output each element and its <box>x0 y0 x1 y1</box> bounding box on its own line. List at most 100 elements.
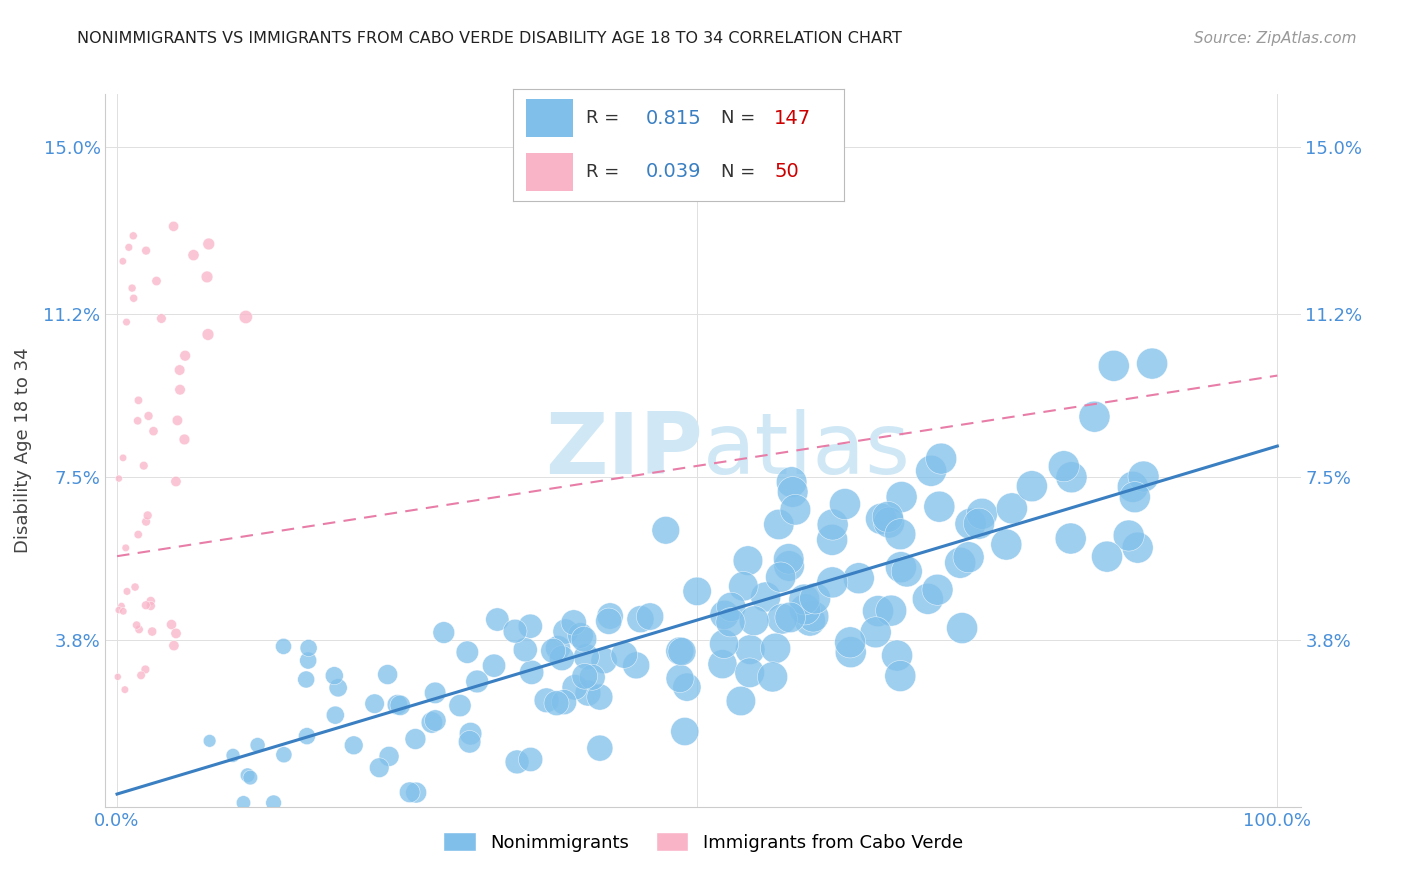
Point <box>804 591 827 606</box>
Point <box>778 552 800 566</box>
Point <box>599 609 621 624</box>
Point <box>547 641 569 656</box>
Point <box>673 724 696 739</box>
Point <box>520 665 543 680</box>
Point <box>738 665 761 680</box>
Point <box>554 624 576 639</box>
Point <box>273 640 295 654</box>
Point <box>713 637 735 651</box>
Text: atlas: atlas <box>703 409 911 492</box>
Point <box>686 584 709 599</box>
Point <box>323 669 346 683</box>
Point <box>135 244 157 258</box>
Point <box>166 413 188 427</box>
Text: 147: 147 <box>775 109 811 128</box>
Point <box>711 657 734 672</box>
Point <box>273 747 295 762</box>
Point <box>1021 479 1043 493</box>
Point <box>405 786 427 800</box>
Text: R =: R = <box>586 162 624 181</box>
Point <box>886 648 908 663</box>
Point <box>720 599 742 614</box>
Point <box>779 610 801 624</box>
Point <box>377 667 399 681</box>
Point <box>197 237 219 252</box>
Point <box>235 310 257 324</box>
Point <box>519 619 541 633</box>
Point <box>624 658 647 673</box>
Point <box>768 517 790 532</box>
Point <box>198 734 221 748</box>
Point <box>263 796 285 810</box>
Point <box>780 475 803 489</box>
Point <box>456 645 478 659</box>
Point <box>458 735 481 749</box>
Point <box>232 796 254 810</box>
Point <box>920 464 942 478</box>
Point <box>124 580 146 594</box>
Point <box>368 761 391 775</box>
Point <box>1060 532 1083 546</box>
Text: N =: N = <box>721 109 761 128</box>
Point <box>165 475 187 489</box>
Point <box>115 315 138 329</box>
Point <box>378 749 401 764</box>
Point <box>150 311 173 326</box>
Point <box>297 654 319 668</box>
Y-axis label: Disability Age 18 to 34: Disability Age 18 to 34 <box>14 348 32 553</box>
Point <box>866 604 889 618</box>
Point <box>114 682 136 697</box>
Point <box>160 617 183 632</box>
Point <box>129 668 152 682</box>
Point <box>1140 357 1163 371</box>
Point <box>297 640 319 655</box>
Point <box>1053 459 1076 474</box>
Point <box>127 414 149 428</box>
Point <box>115 584 138 599</box>
Point <box>668 644 690 658</box>
Text: N =: N = <box>721 162 761 181</box>
Point <box>733 579 755 593</box>
Point <box>778 559 800 574</box>
Point <box>655 523 678 537</box>
Point <box>821 533 844 547</box>
Point <box>112 450 135 465</box>
Point <box>896 565 918 579</box>
Point <box>139 594 162 608</box>
Point <box>169 383 191 397</box>
Point <box>425 714 447 728</box>
Point <box>141 624 163 639</box>
Point <box>121 281 143 295</box>
Text: 0.039: 0.039 <box>645 162 700 181</box>
Point <box>1132 469 1154 483</box>
Point <box>564 680 586 694</box>
Point <box>848 571 870 585</box>
Point <box>1095 549 1118 564</box>
Point <box>785 502 807 516</box>
FancyBboxPatch shape <box>526 153 572 191</box>
Point <box>139 599 162 613</box>
Point <box>122 291 145 305</box>
Point <box>720 615 742 630</box>
Point <box>125 618 148 632</box>
Point <box>742 614 765 628</box>
Point <box>1118 528 1140 542</box>
Point <box>398 785 420 799</box>
Point <box>343 739 366 753</box>
Point <box>460 727 482 741</box>
Point <box>135 515 157 529</box>
Point <box>506 755 529 769</box>
Point <box>107 670 129 684</box>
Text: Source: ZipAtlas.com: Source: ZipAtlas.com <box>1194 31 1357 46</box>
Point <box>713 607 735 622</box>
Point <box>770 612 793 626</box>
Point <box>145 274 167 288</box>
Point <box>503 624 526 639</box>
Point <box>821 517 844 532</box>
Point <box>541 644 564 658</box>
Point <box>328 681 350 695</box>
Point <box>821 575 844 590</box>
Point <box>449 698 471 713</box>
Point <box>236 768 259 782</box>
Point <box>755 590 778 604</box>
